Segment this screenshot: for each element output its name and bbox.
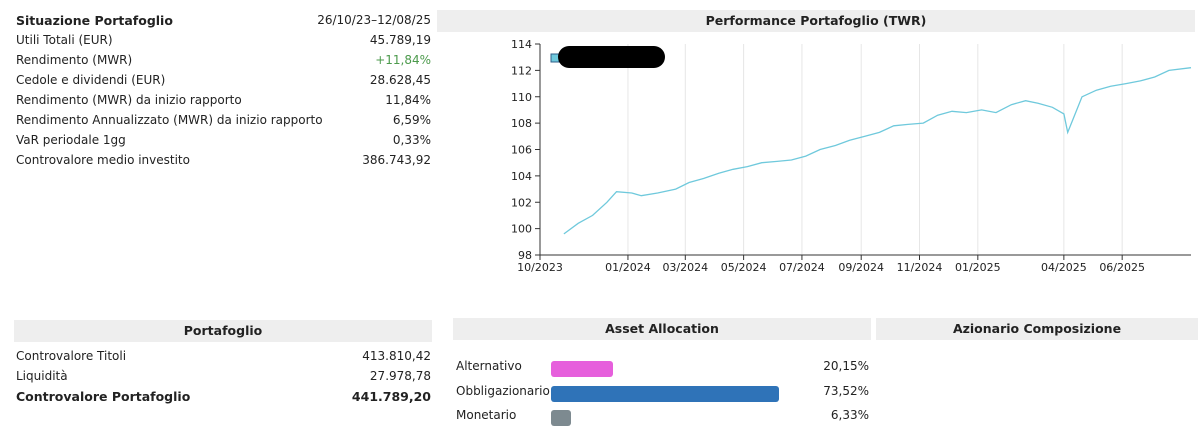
asset-allocation-title: Asset Allocation [605, 321, 719, 336]
portfolio-header: Portafoglio [14, 320, 432, 342]
x-tick-label: 04/2025 [1041, 261, 1087, 274]
summary-value: 0,33% [392, 133, 431, 147]
equity-composition-header: Azionario Composizione [876, 318, 1198, 340]
allocation-label: Obbligazionario [456, 384, 550, 398]
summary-label: Utili Totali (EUR) [16, 33, 113, 47]
x-axis-ticks: 10/2023 01/2024 03/2024 05/2024 07/2024 09/20… [517, 255, 1145, 274]
x-tick-label: 05/2024 [721, 261, 767, 274]
portfolio-value: 413.810,42 [362, 349, 431, 363]
summary-value: 386.743,92 [362, 153, 431, 167]
y-tick-label: 104 [511, 170, 532, 183]
x-tick-label: 10/2023 [517, 261, 563, 274]
summary-value: 45.789,19 [369, 33, 431, 47]
x-tick-label: 09/2024 [838, 261, 884, 274]
portfolio-label: Liquidità [16, 369, 68, 383]
chart-title: Performance Portafoglio (TWR) [705, 13, 927, 28]
y-tick-label: 110 [511, 91, 532, 104]
series-line [563, 67, 1192, 235]
summary-label: Rendimento (MWR) [16, 53, 133, 67]
chart-legend[interactable] [550, 46, 665, 68]
allocation-label: Monetario [456, 408, 517, 422]
portfolio-title: Portafoglio [183, 323, 263, 338]
summary-value: 28.628,45 [369, 73, 431, 87]
legend-swatch [550, 53, 560, 63]
portfolio-label: Controvalore Titoli [16, 349, 127, 363]
y-tick-label: 106 [511, 144, 532, 157]
summary-label: Controvalore medio investito [16, 153, 190, 167]
y-tick-label: 98 [518, 249, 532, 262]
legend-label-redacted [558, 46, 665, 68]
asset-allocation-header: Asset Allocation [453, 318, 871, 340]
x-tick-label: 03/2024 [662, 261, 708, 274]
y-tick-label: 114 [511, 38, 532, 51]
allocation-value: 20,15% [823, 359, 869, 373]
allocation-bar-alternativo[interactable] [551, 361, 613, 377]
allocation-bar-obbligazionario[interactable] [551, 386, 779, 402]
performance-chart[interactable]: 98 100 102 104 106 108 110 112 114 10/2023 01/202… [437, 34, 1197, 304]
y-tick-label: 108 [511, 117, 532, 130]
x-tick-label: 07/2024 [779, 261, 825, 274]
summary-value: 6,59% [392, 113, 431, 127]
portfolio-value: 27.978,78 [369, 369, 431, 383]
chart-grid [539, 44, 1123, 255]
allocation-bar-monetario[interactable] [551, 410, 571, 426]
summary-label: VaR periodale 1gg [16, 133, 126, 147]
summary-label: Rendimento (MWR) da inizio rapporto [16, 93, 242, 107]
x-tick-label: 01/2024 [605, 261, 651, 274]
allocation-label: Alternativo [456, 359, 522, 373]
y-axis-ticks: 98 100 102 104 106 108 110 112 114 [511, 38, 540, 262]
x-tick-label: 06/2025 [1099, 261, 1145, 274]
allocation-value: 6,33% [830, 408, 869, 422]
summary-value: +11,84% [375, 53, 431, 67]
x-tick-label: 01/2025 [955, 261, 1001, 274]
summary-period: 26/10/23–12/08/25 [317, 13, 431, 27]
portfolio-total-value: 441.789,20 [351, 388, 431, 404]
summary-value: 11,84% [385, 93, 431, 107]
y-tick-label: 102 [511, 196, 532, 209]
portfolio-total-label: Controvalore Portafoglio [16, 388, 191, 404]
equity-composition-title: Azionario Composizione [952, 321, 1122, 336]
x-tick-label: 11/2024 [897, 261, 943, 274]
summary-label: Cedole e dividendi (EUR) [16, 73, 166, 87]
allocation-value: 73,52% [823, 384, 869, 398]
y-tick-label: 100 [511, 223, 532, 236]
y-tick-label: 112 [511, 64, 532, 77]
summary-label: Rendimento Annualizzato (MWR) da inizio … [16, 113, 323, 127]
chart-panel-header: Performance Portafoglio (TWR) [437, 10, 1195, 32]
summary-title: Situazione Portafoglio [16, 12, 173, 28]
